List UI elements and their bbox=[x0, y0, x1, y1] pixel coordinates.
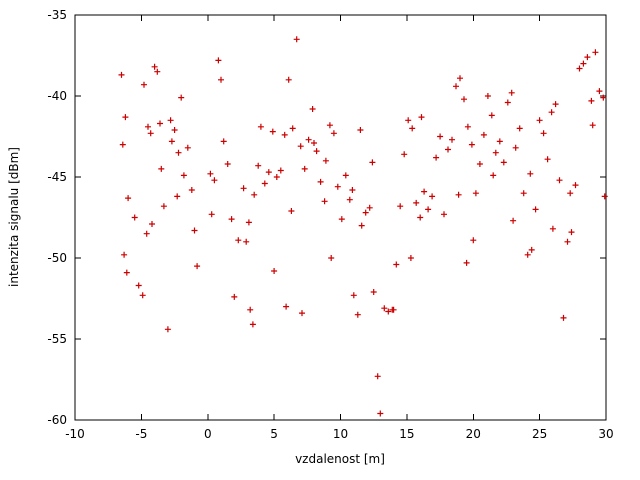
x-tick-label: -5 bbox=[135, 427, 147, 441]
x-tick-label: 5 bbox=[270, 427, 278, 441]
y-tick-label: -40 bbox=[47, 89, 67, 103]
x-tick-label: 30 bbox=[598, 427, 613, 441]
y-axis-title: intenzita signalu [dBm] bbox=[7, 147, 21, 287]
y-tick-label: -60 bbox=[47, 413, 67, 427]
y-tick-label: -45 bbox=[47, 170, 67, 184]
x-tick-label: -10 bbox=[65, 427, 85, 441]
x-axis-title: vzdalenost [m] bbox=[295, 452, 385, 466]
x-tick-label: 0 bbox=[204, 427, 212, 441]
x-tick-label: 10 bbox=[333, 427, 348, 441]
x-tick-label: 15 bbox=[399, 427, 414, 441]
axis-ticks bbox=[74, 14, 607, 421]
x-tick-label: 25 bbox=[532, 427, 547, 441]
y-tick-label: -55 bbox=[47, 332, 67, 346]
x-tick-label: 20 bbox=[466, 427, 481, 441]
y-tick-label: -35 bbox=[47, 8, 67, 22]
data-points-series bbox=[118, 36, 608, 417]
y-tick-label: -50 bbox=[47, 251, 67, 265]
plot-border bbox=[74, 14, 607, 421]
